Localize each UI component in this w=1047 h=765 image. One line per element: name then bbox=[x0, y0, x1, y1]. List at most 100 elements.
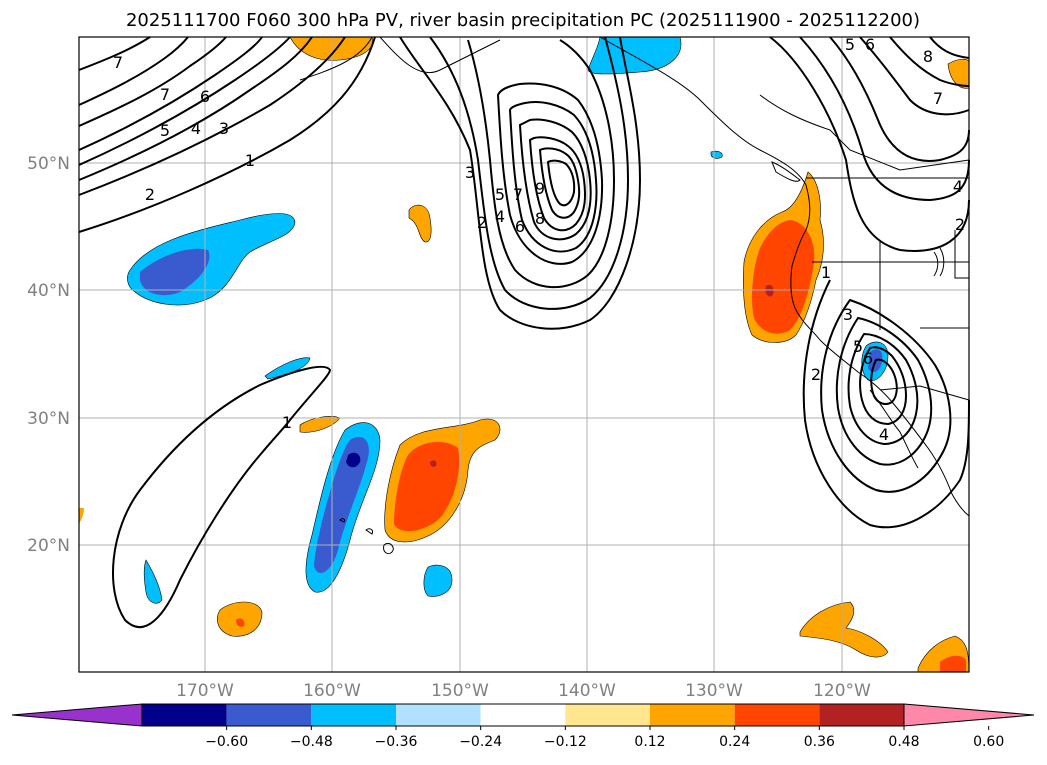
pv-contour bbox=[78, 36, 291, 166]
latitude-label: 30°N bbox=[27, 409, 70, 429]
pv-contour-label: 5 bbox=[495, 185, 505, 204]
pv-contour bbox=[835, 316, 933, 466]
pv-contour bbox=[847, 332, 919, 446]
figure-title: 2025111700 F060 300 hPa PV, river basin … bbox=[126, 10, 920, 31]
pv-contour-label: 4 bbox=[495, 207, 505, 226]
precip-positive-region bbox=[799, 601, 889, 658]
longitude-label: 120°W bbox=[813, 681, 871, 701]
pv-contour bbox=[78, 36, 346, 196]
longitude-label: 170°W bbox=[176, 681, 234, 701]
pv-contour bbox=[467, 39, 616, 289]
pv-contour bbox=[859, 346, 908, 426]
longitude-label: 160°W bbox=[303, 681, 361, 701]
pv-contour bbox=[78, 36, 189, 106]
vancouver-island bbox=[771, 161, 801, 182]
pv-contour-label: 7 bbox=[933, 89, 943, 108]
coastlines-and-borders bbox=[299, 36, 970, 555]
state-border bbox=[954, 230, 969, 279]
pv-contour bbox=[78, 36, 313, 181]
colorbar-tick-label: −0.60 bbox=[205, 734, 248, 750]
pv-contours bbox=[78, 36, 970, 628]
precip-positive-max bbox=[430, 460, 437, 467]
pv-contour bbox=[769, 36, 970, 252]
canada-boundary bbox=[759, 94, 970, 171]
pv-contour bbox=[112, 365, 332, 628]
precip-positive-region bbox=[79, 508, 84, 524]
pv-contour-label: 5 bbox=[853, 337, 863, 356]
pv-contour-labels: 7 7 6 5 4 3 1 2 1 9 8 7 6 5 4 3 2 5 6 8 … bbox=[113, 35, 965, 444]
precip-negative-region bbox=[423, 564, 453, 597]
latitude-label: 50°N bbox=[27, 154, 70, 174]
pv-contour-label: 6 bbox=[863, 349, 873, 368]
pv-contour bbox=[528, 136, 586, 232]
colorbar-tick-label: 0.36 bbox=[804, 734, 835, 750]
precip-positive-core bbox=[752, 220, 815, 334]
pv-contour-label: 4 bbox=[191, 119, 201, 138]
map-panel: 7 7 6 5 4 3 1 2 1 9 8 7 6 5 4 3 2 5 6 8 … bbox=[78, 35, 970, 673]
pv-contour bbox=[399, 36, 642, 330]
pv-contour-label: 1 bbox=[245, 151, 255, 170]
precip-negative-region bbox=[143, 559, 163, 604]
precip-negative-region bbox=[710, 150, 723, 159]
pv-contour bbox=[889, 36, 970, 87]
pv-contour bbox=[859, 36, 970, 116]
longitude-label: 130°W bbox=[685, 681, 743, 701]
colorbar-extend-low bbox=[11, 703, 143, 727]
pv-contour-label: 1 bbox=[821, 263, 831, 282]
colorbar-tick-label: 0.12 bbox=[634, 734, 665, 750]
baja-islands bbox=[933, 247, 945, 277]
map-frame bbox=[78, 36, 970, 673]
pv-contour bbox=[802, 279, 970, 529]
map-background bbox=[79, 37, 969, 672]
pv-contour-label: 4 bbox=[879, 425, 889, 444]
colorbar-tick-label: −0.36 bbox=[375, 734, 418, 750]
precip-negative-core bbox=[140, 248, 210, 296]
precip-negative-max bbox=[346, 452, 361, 468]
latitude-label: 40°N bbox=[27, 281, 70, 301]
pv-contour bbox=[429, 36, 630, 310]
precip-shading bbox=[79, 36, 970, 673]
pv-contour-label: 3 bbox=[219, 119, 229, 138]
pv-contour-label: 7 bbox=[113, 53, 123, 72]
longitude-label: 140°W bbox=[558, 681, 616, 701]
pv-contour bbox=[820, 298, 952, 493]
north-american-coastline bbox=[599, 36, 970, 517]
pv-contour bbox=[799, 36, 970, 202]
pv-contour bbox=[870, 358, 898, 405]
colorbar-tick-label: −0.24 bbox=[459, 734, 502, 750]
precip-positive-core bbox=[394, 441, 460, 532]
precip-negative-core bbox=[314, 436, 369, 573]
precip-positive-core bbox=[940, 655, 966, 672]
longitude-labels: 170°W 160°W 150°W 140°W 130°W 120°W bbox=[176, 681, 871, 701]
pv-contour bbox=[929, 36, 970, 59]
pv-contour-label: 2 bbox=[477, 213, 487, 232]
colorbar-segment bbox=[142, 704, 227, 726]
latitude-labels: 20°N 30°N 40°N 50°N bbox=[27, 154, 70, 556]
pv-contour-label: 1 bbox=[282, 413, 292, 432]
colorbar-tick-label: 0.48 bbox=[888, 734, 919, 750]
pv-contour-label: 8 bbox=[535, 209, 545, 228]
precip-positive-region bbox=[408, 204, 432, 243]
latitude-label: 20°N bbox=[27, 536, 70, 556]
pv-contour-label: 5 bbox=[845, 35, 855, 54]
colorbar-segment bbox=[226, 704, 312, 726]
precip-positive-core bbox=[236, 618, 245, 627]
pv-contour bbox=[496, 82, 604, 265]
pv-contour-label: 2 bbox=[811, 365, 821, 384]
precip-positive-max bbox=[765, 284, 774, 297]
colorbar-segment bbox=[650, 704, 735, 726]
colorbar: −0.60 −0.48 −0.36 −0.24 −0.12 0.12 0.24 0.36 0.4… bbox=[11, 703, 1035, 750]
colorbar-segment bbox=[819, 704, 904, 726]
colorbar-frame bbox=[141, 703, 905, 727]
colorbar-tick-label: 0.24 bbox=[719, 734, 750, 750]
pv-contour bbox=[518, 118, 592, 241]
graticule bbox=[79, 37, 969, 672]
pv-contour bbox=[78, 36, 376, 233]
pv-contour-label: 7 bbox=[160, 85, 170, 104]
pv-contour bbox=[546, 159, 576, 207]
pv-contour-label: 7 bbox=[513, 185, 523, 204]
colorbar-extend-high bbox=[903, 703, 1035, 727]
pv-contour-label: 6 bbox=[865, 35, 875, 54]
colorbar-segment bbox=[396, 704, 481, 726]
